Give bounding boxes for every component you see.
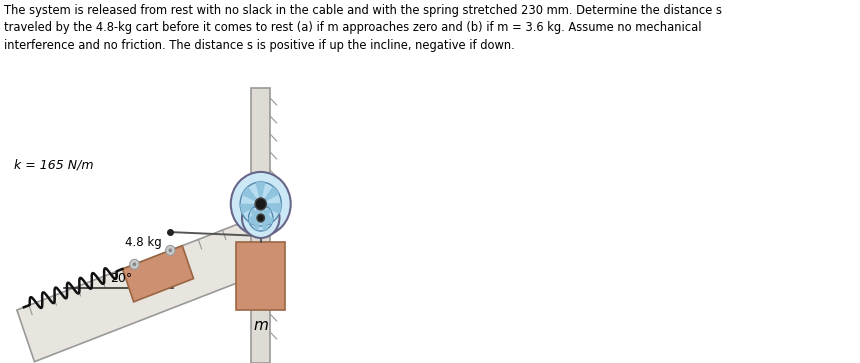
Bar (237, 242, 285, 310)
Wedge shape (249, 208, 261, 218)
Wedge shape (261, 218, 273, 224)
Polygon shape (122, 246, 194, 302)
Circle shape (230, 172, 291, 236)
Wedge shape (261, 208, 272, 218)
Wedge shape (253, 218, 261, 231)
Text: m: m (254, 318, 268, 333)
Text: The system is released from rest with no slack in the cable and with the spring : The system is released from rest with no… (3, 4, 722, 52)
Wedge shape (261, 204, 281, 214)
Wedge shape (261, 203, 281, 213)
Wedge shape (258, 205, 263, 218)
Circle shape (242, 198, 280, 238)
Wedge shape (261, 218, 273, 224)
Wedge shape (261, 204, 273, 225)
Circle shape (132, 262, 136, 266)
Wedge shape (255, 182, 266, 204)
Circle shape (255, 198, 267, 210)
Wedge shape (261, 208, 272, 218)
Wedge shape (261, 204, 273, 225)
Wedge shape (248, 204, 261, 225)
Text: 4.8 kg: 4.8 kg (126, 236, 163, 249)
Circle shape (257, 214, 265, 222)
Wedge shape (261, 218, 268, 231)
Wedge shape (242, 187, 261, 204)
Wedge shape (248, 204, 261, 225)
Text: k = 165 N/m: k = 165 N/m (14, 158, 94, 171)
Circle shape (169, 248, 172, 252)
Wedge shape (261, 217, 273, 224)
Circle shape (240, 182, 281, 226)
Wedge shape (253, 218, 261, 231)
Wedge shape (261, 217, 273, 224)
Circle shape (166, 245, 175, 255)
Circle shape (130, 259, 139, 269)
Wedge shape (242, 187, 261, 204)
Wedge shape (261, 218, 268, 231)
Wedge shape (240, 204, 261, 214)
Wedge shape (249, 208, 261, 218)
Polygon shape (17, 216, 276, 362)
Wedge shape (261, 186, 280, 204)
Wedge shape (249, 218, 261, 224)
Text: 20°: 20° (110, 272, 132, 285)
Wedge shape (258, 205, 263, 218)
Wedge shape (261, 186, 280, 204)
Bar (251, 88, 270, 363)
Wedge shape (249, 218, 261, 224)
Wedge shape (240, 204, 261, 214)
Wedge shape (255, 182, 266, 204)
Wedge shape (261, 204, 281, 214)
Wedge shape (261, 203, 281, 213)
Circle shape (249, 205, 273, 231)
